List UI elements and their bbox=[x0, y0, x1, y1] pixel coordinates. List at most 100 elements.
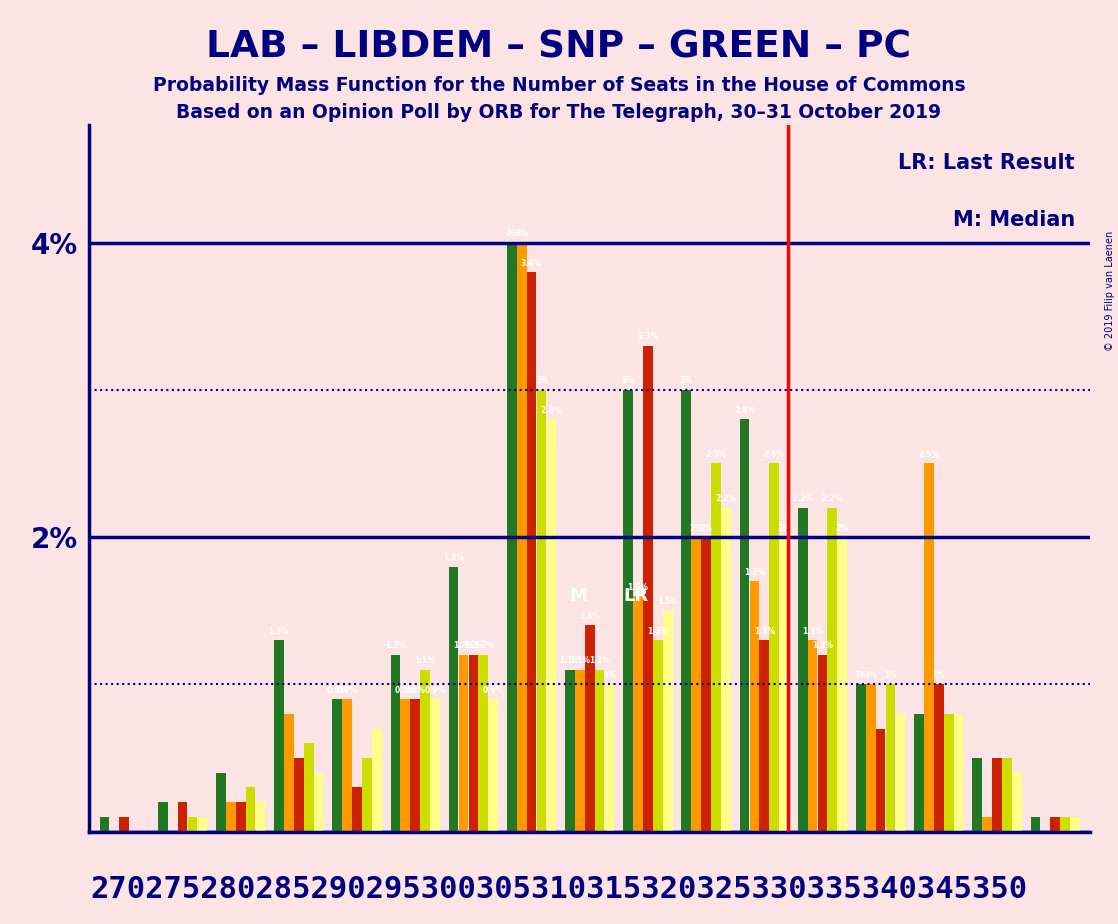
Bar bbox=[934, 685, 944, 832]
Text: 2.5%: 2.5% bbox=[764, 450, 785, 459]
Bar bbox=[547, 419, 556, 832]
Text: 1.6%: 1.6% bbox=[627, 582, 648, 591]
Bar bbox=[807, 640, 817, 832]
Text: 2.5%: 2.5% bbox=[919, 450, 939, 459]
Bar bbox=[701, 537, 711, 832]
Bar bbox=[178, 802, 188, 832]
Bar bbox=[216, 772, 226, 832]
Bar bbox=[575, 670, 585, 832]
Bar bbox=[489, 699, 498, 832]
Bar bbox=[875, 728, 885, 832]
Bar bbox=[565, 670, 575, 832]
Text: LR: LR bbox=[624, 587, 648, 605]
Text: 3%: 3% bbox=[622, 376, 635, 385]
Bar bbox=[885, 685, 896, 832]
Bar bbox=[506, 242, 517, 832]
Text: 0.9%: 0.9% bbox=[337, 686, 358, 695]
Text: 0.9%: 0.9% bbox=[425, 686, 445, 695]
Text: 2.2%: 2.2% bbox=[793, 494, 813, 504]
Bar bbox=[458, 655, 468, 832]
Text: 1.1%: 1.1% bbox=[569, 656, 590, 665]
Bar bbox=[468, 655, 479, 832]
Bar bbox=[1070, 817, 1080, 832]
Text: 1%: 1% bbox=[864, 671, 878, 680]
Text: LR: Last Result: LR: Last Result bbox=[899, 153, 1076, 173]
Text: 1.2%: 1.2% bbox=[473, 641, 494, 650]
Bar bbox=[798, 507, 807, 832]
Text: 2.8%: 2.8% bbox=[541, 406, 562, 415]
Bar bbox=[284, 713, 294, 832]
Bar bbox=[332, 699, 342, 832]
Bar bbox=[759, 640, 769, 832]
Text: 2%: 2% bbox=[700, 524, 712, 532]
Text: 1.2%: 1.2% bbox=[385, 641, 406, 650]
Bar bbox=[304, 743, 314, 832]
Text: 0.9%: 0.9% bbox=[405, 686, 426, 695]
Bar bbox=[643, 346, 653, 832]
Bar bbox=[1050, 817, 1060, 832]
Text: 3%: 3% bbox=[680, 376, 693, 385]
Text: 0.9%: 0.9% bbox=[326, 686, 348, 695]
Bar bbox=[663, 611, 673, 832]
Bar bbox=[294, 758, 304, 832]
Text: 2.2%: 2.2% bbox=[822, 494, 843, 504]
Text: 2.8%: 2.8% bbox=[733, 406, 755, 415]
Text: 1.3%: 1.3% bbox=[802, 626, 823, 636]
Bar bbox=[740, 419, 749, 832]
Text: Based on an Opinion Poll by ORB for The Telegraph, 30–31 October 2019: Based on an Opinion Poll by ORB for The … bbox=[177, 103, 941, 123]
Bar bbox=[605, 685, 615, 832]
Bar bbox=[721, 507, 731, 832]
Bar bbox=[1012, 772, 1022, 832]
Bar bbox=[769, 464, 779, 832]
Bar bbox=[585, 626, 595, 832]
Text: 1.1%: 1.1% bbox=[559, 656, 580, 665]
Bar bbox=[527, 272, 537, 832]
Bar bbox=[410, 699, 420, 832]
Text: 1.4%: 1.4% bbox=[579, 612, 600, 621]
Text: 1.3%: 1.3% bbox=[754, 626, 775, 636]
Bar bbox=[274, 640, 284, 832]
Text: 2%: 2% bbox=[836, 524, 849, 532]
Text: 1.1%: 1.1% bbox=[589, 656, 610, 665]
Text: LAB – LIBDEM – SNP – GREEN – PC: LAB – LIBDEM – SNP – GREEN – PC bbox=[207, 30, 911, 66]
Text: 270275280285290295300305310315320325330335340345350: 2702752802852902953003053103153203253303… bbox=[91, 875, 1027, 904]
Text: 1.3%: 1.3% bbox=[268, 626, 290, 636]
Bar bbox=[372, 728, 381, 832]
Bar bbox=[856, 685, 865, 832]
Bar bbox=[711, 464, 721, 832]
Bar bbox=[198, 817, 207, 832]
Text: 3.8%: 3.8% bbox=[521, 259, 542, 268]
Text: 2%: 2% bbox=[778, 524, 790, 532]
Text: 1.3%: 1.3% bbox=[647, 626, 669, 636]
Text: 1%: 1% bbox=[603, 671, 616, 680]
Text: 1.1%: 1.1% bbox=[415, 656, 436, 665]
Text: 2.5%: 2.5% bbox=[705, 450, 727, 459]
Bar bbox=[915, 713, 923, 832]
Bar bbox=[362, 758, 372, 832]
Bar bbox=[691, 537, 701, 832]
Bar bbox=[537, 390, 547, 832]
Bar bbox=[779, 537, 789, 832]
Bar bbox=[992, 758, 1002, 832]
Bar bbox=[517, 242, 527, 832]
Text: 4%: 4% bbox=[515, 229, 528, 238]
Bar bbox=[342, 699, 352, 832]
Text: 0.9%: 0.9% bbox=[395, 686, 416, 695]
Bar bbox=[390, 655, 400, 832]
Bar bbox=[865, 685, 875, 832]
Text: 2%: 2% bbox=[690, 524, 702, 532]
Bar bbox=[944, 713, 954, 832]
Bar bbox=[226, 802, 236, 832]
Text: 1%: 1% bbox=[932, 671, 945, 680]
Text: 1.2%: 1.2% bbox=[463, 641, 484, 650]
Bar bbox=[653, 640, 663, 832]
Bar bbox=[120, 817, 130, 832]
Bar bbox=[256, 802, 265, 832]
Text: 1.8%: 1.8% bbox=[443, 553, 464, 562]
Bar bbox=[1002, 758, 1012, 832]
Bar bbox=[158, 802, 168, 832]
Text: M: Median: M: Median bbox=[953, 210, 1076, 229]
Bar bbox=[430, 699, 439, 832]
Bar bbox=[188, 817, 197, 832]
Text: 1.5%: 1.5% bbox=[657, 597, 679, 606]
